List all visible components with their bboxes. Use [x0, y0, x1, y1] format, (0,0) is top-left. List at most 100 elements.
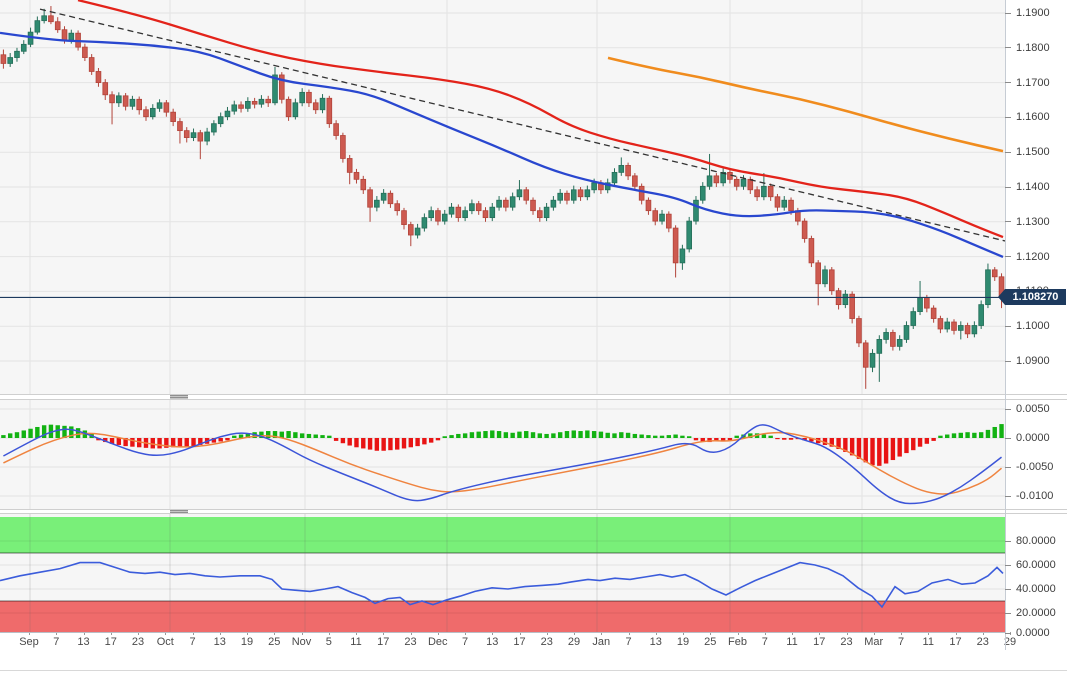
time-axis-label: 17 [513, 636, 526, 648]
time-axis-tick [519, 632, 521, 635]
price-axis-tick [1005, 186, 1011, 188]
price-axis-tick [1005, 12, 1011, 14]
time-axis-label: 11 [786, 636, 798, 648]
time-axis-label: 13 [486, 636, 499, 648]
time-axis-label: Dec [427, 636, 448, 648]
time-axis-label: Nov [291, 636, 312, 648]
price-axis-tick [1005, 588, 1011, 590]
time-axis-tick [683, 632, 684, 635]
price-axis-tick [1005, 466, 1011, 468]
price-axis-label: -0.0100 [1016, 490, 1054, 502]
time-axis-label: 7 [53, 636, 60, 648]
time-axis-tick [83, 632, 85, 635]
time-axis-tick [574, 632, 575, 635]
price-axis[interactable]: 1.108270 1.1900 1.1800 1.1700 1.1600 1.1500 1… [998, 0, 1067, 650]
price-axis-tick [1005, 151, 1011, 153]
pane-resize-handle[interactable] [170, 510, 188, 513]
rsi-indicator-pane[interactable] [0, 514, 1005, 632]
time-axis-tick [165, 632, 167, 635]
time-axis-label: Oct [156, 636, 174, 648]
time-axis-tick [846, 632, 848, 635]
time-axis-tick [437, 632, 439, 635]
price-axis-tick [1005, 116, 1011, 118]
macd-canvas[interactable] [0, 400, 1005, 509]
pane-separator[interactable] [0, 394, 1067, 400]
time-axis-tick [138, 632, 139, 635]
time-axis-tick [792, 632, 793, 635]
price-axis-label: 0.0000 [1016, 627, 1050, 639]
pane-resize-handle[interactable] [170, 395, 188, 399]
time-axis-label: 17 [104, 636, 117, 648]
time-axis-label: 23 [840, 636, 853, 648]
oversold-zone [0, 601, 1005, 632]
time-axis-label: 7 [189, 636, 196, 648]
price-axis-label: 1.0900 [1016, 355, 1050, 367]
time-axis-label: 19 [240, 636, 254, 648]
price-axis-tick [1005, 632, 1011, 634]
time-axis-label: 25 [268, 636, 281, 648]
price-axis-label: 1.1000 [1016, 320, 1050, 333]
main-chart-canvas[interactable] [0, 0, 1005, 394]
price-axis-label: 40.0000 [1016, 583, 1056, 595]
pane-separator[interactable] [0, 509, 1067, 514]
time-axis-tick [764, 632, 766, 635]
price-axis-label: 1.1400 [1016, 181, 1050, 193]
time-axis-tick [328, 632, 330, 635]
time-axis-label: 23 [404, 636, 417, 648]
time-axis-tick [982, 632, 984, 635]
price-axis-label: 1.1200 [1016, 250, 1050, 263]
main-chart-pane[interactable] [0, 0, 1005, 394]
time-axis-label: 19 [676, 636, 690, 648]
time-axis-label: 7 [897, 636, 905, 648]
price-axis-tick [1005, 221, 1011, 223]
rsi-canvas[interactable] [0, 514, 1005, 632]
time-axis-tick [601, 632, 603, 635]
current-price-value: 1.108270 [1012, 291, 1059, 303]
time-axis-label: Jan [592, 636, 611, 648]
time-axis-tick [901, 632, 902, 635]
time-axis-tick [110, 632, 112, 635]
price-axis-tick [1005, 82, 1011, 84]
macd-indicator-pane[interactable] [0, 400, 1005, 509]
time-axis-tick [410, 632, 412, 635]
current-price-tag: 1.108270 [998, 289, 1066, 305]
time-axis-label: 11 [922, 636, 934, 648]
time-axis-label: 5 [325, 636, 332, 648]
time-axis-tick [1010, 632, 1011, 635]
sma-blue-line [0, 31, 1004, 259]
sma-red-line [77, 0, 1004, 239]
price-axis-tick [1005, 437, 1011, 439]
time-axis-tick [873, 632, 875, 635]
time-axis-tick [655, 632, 657, 635]
main-gridlines [0, 0, 1005, 394]
price-axis-label: 1.1700 [1016, 76, 1050, 89]
time-axis[interactable]: Sep 7 13 17 23 Oct 7 13 19 25 Nov 5 11 17 23 Dec 7 13 17 23… [0, 632, 1067, 650]
sma-orange-line [607, 56, 1004, 153]
overbought-zone [0, 517, 1005, 553]
time-axis-label: 17 [813, 636, 826, 648]
time-axis-label: 23 [540, 636, 553, 648]
price-axis-label: 20.0000 [1016, 607, 1056, 619]
window-bottom-border [0, 670, 1067, 671]
price-tag-arrow-icon [998, 289, 1005, 305]
price-axis-label: 0.0050 [1016, 403, 1050, 415]
price-axis-label: 0.0000 [1016, 432, 1050, 444]
price-axis-tick [1005, 47, 1011, 49]
macd-histogram [1, 424, 1004, 466]
price-axis-label: -0.0050 [1016, 461, 1054, 473]
time-axis-tick [955, 632, 957, 635]
time-axis-label: 17 [377, 636, 390, 648]
price-axis-tick [1005, 408, 1011, 410]
price-axis-label: 80.0000 [1016, 535, 1056, 547]
time-axis-label: 25 [704, 636, 717, 648]
macd-signal-line [3, 431, 1003, 495]
window-footer [0, 650, 1067, 675]
price-axis-tick [1005, 564, 1011, 566]
time-axis-tick [737, 632, 739, 635]
price-axis-label: 1.1800 [1016, 41, 1050, 54]
time-axis-tick [465, 632, 466, 635]
time-axis-label: 11 [350, 636, 362, 648]
price-axis-label: 1.1900 [1016, 7, 1050, 19]
price-axis-label: 1.1300 [1016, 215, 1050, 228]
